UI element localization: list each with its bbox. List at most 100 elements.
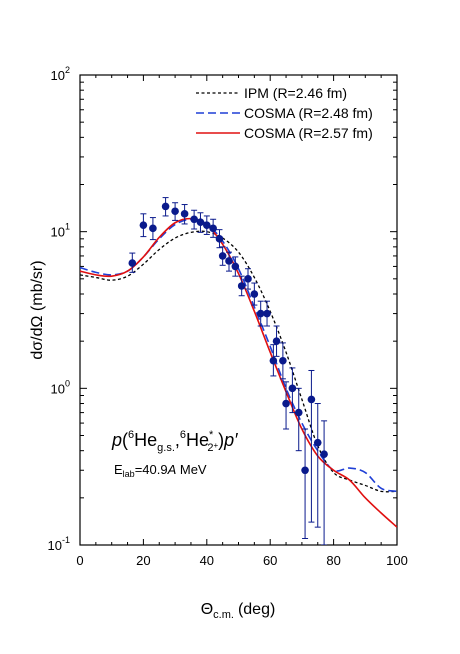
data-point	[190, 209, 198, 230]
data-point	[161, 197, 170, 217]
data-point	[279, 342, 287, 380]
x-tick-label: 60	[263, 553, 277, 568]
x-tick-label: 40	[200, 553, 214, 568]
data-point	[263, 300, 271, 327]
data-marker	[250, 290, 259, 298]
data-marker	[313, 438, 322, 447]
energy-value: =40.9	[135, 462, 168, 477]
data-marker	[171, 207, 179, 216]
x-tick-label: 0	[76, 553, 83, 568]
energy-A: A	[167, 462, 177, 477]
data-marker	[272, 337, 281, 345]
data-marker	[294, 408, 303, 417]
y-tick-label: 100	[51, 378, 70, 396]
data-points	[128, 197, 328, 545]
data-marker	[203, 221, 211, 229]
x-axis-label-unit: (deg)	[238, 601, 275, 618]
x-tick-label: 100	[386, 553, 408, 568]
data-point	[294, 387, 303, 452]
reaction-he2: He	[186, 430, 209, 450]
data-point	[282, 381, 290, 430]
data-point	[288, 367, 297, 414]
energy-label: Elab=40.9A MeV	[114, 462, 207, 479]
y-tick-label: 101	[51, 222, 70, 240]
reaction-p: p	[111, 430, 122, 450]
data-point	[272, 325, 281, 357]
x-axis-label-main: Θ	[201, 601, 213, 618]
data-marker	[288, 384, 297, 393]
data-marker	[320, 450, 328, 458]
legend: IPM (R=2.46 fm) COSMA (R=2.48 fm) COSMA (R…	[196, 85, 373, 141]
energy-E: E	[114, 462, 123, 477]
series-line-2	[80, 218, 397, 493]
data-marker	[218, 252, 227, 260]
y-axis-ticks: 10-1 100 101 102	[48, 65, 397, 553]
x-axis-ticks: 0 20 40 60 80 100	[76, 75, 408, 568]
reaction-pprime: p′	[223, 430, 238, 450]
data-marker	[307, 395, 316, 404]
reaction-gs: g.s.	[157, 442, 175, 454]
data-marker	[149, 224, 157, 233]
y-axis-label: dσ/dΩ (mb/sr)	[29, 260, 46, 359]
data-marker	[231, 262, 240, 271]
data-point	[307, 369, 316, 523]
data-point	[171, 202, 179, 221]
legend-label-2: COSMA (R=2.48 fm)	[244, 105, 373, 121]
legend-label-1: IPM (R=2.46 fm)	[244, 85, 347, 101]
x-axis-label: Θc.m. (deg)	[201, 601, 276, 621]
data-marker	[209, 224, 217, 233]
data-point	[128, 252, 137, 273]
x-tick-label: 20	[136, 553, 150, 568]
data-marker	[190, 215, 198, 224]
energy-sub: lab	[123, 469, 135, 479]
data-marker	[237, 282, 246, 290]
data-point	[149, 217, 157, 241]
data-point	[231, 256, 240, 277]
reaction-state: 2	[207, 442, 213, 454]
reaction-label: p(6Heg.s.,6He* 2+)p′	[111, 429, 238, 454]
x-axis-label-sub: c.m.	[213, 609, 234, 621]
reaction-close: )	[218, 430, 224, 450]
data-marker	[301, 466, 309, 475]
data-point	[209, 218, 217, 238]
data-point	[301, 428, 309, 540]
data-point	[139, 213, 148, 238]
data-point	[237, 275, 246, 297]
data-marker	[215, 235, 224, 243]
data-point	[225, 251, 233, 272]
data-point	[180, 204, 189, 225]
reaction-star: *	[209, 429, 214, 441]
data-point	[320, 420, 328, 545]
data-marker	[196, 218, 205, 226]
data-point	[203, 215, 211, 235]
data-point	[218, 246, 227, 266]
data-marker	[180, 210, 189, 218]
data-point	[269, 344, 278, 377]
energy-unit: MeV	[176, 462, 207, 477]
y-tick-label: 102	[51, 65, 70, 83]
data-marker	[269, 356, 278, 365]
data-marker	[244, 275, 252, 283]
data-point	[215, 229, 224, 249]
data-point	[313, 403, 322, 528]
x-tick-label: 80	[326, 553, 340, 568]
data-marker	[128, 259, 137, 267]
series-line-1	[80, 230, 397, 493]
reaction-open: (	[122, 430, 128, 450]
plot-area: 0 20 40 60 80 100 10-1 100 101 102	[48, 65, 408, 568]
data-marker	[139, 221, 148, 229]
reaction-mass1: 6	[128, 429, 134, 441]
data-marker	[225, 257, 233, 265]
data-marker	[256, 309, 265, 318]
data-point	[250, 282, 259, 306]
data-marker	[263, 309, 271, 318]
data-point	[196, 212, 205, 233]
data-marker	[279, 356, 287, 365]
reaction-comma: ,	[175, 430, 180, 450]
y-tick-label: 10-1	[48, 535, 70, 553]
data-point	[256, 300, 265, 327]
reaction-he1: He	[134, 430, 157, 450]
data-marker	[161, 202, 170, 211]
data-marker	[282, 399, 290, 408]
